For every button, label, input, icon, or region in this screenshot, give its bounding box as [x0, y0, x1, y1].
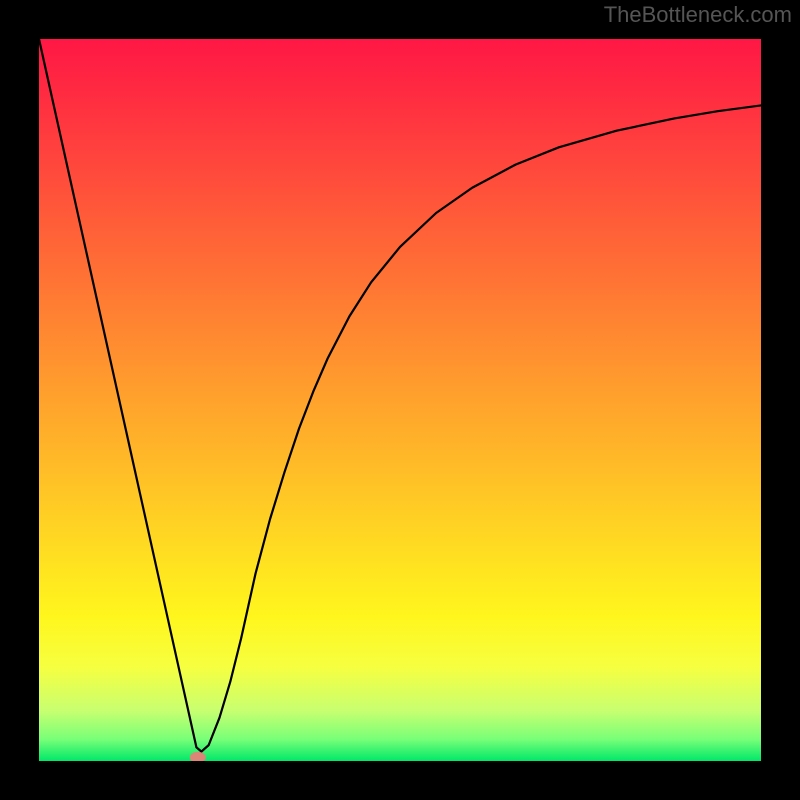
chart-frame: TheBottleneck.com: [0, 0, 800, 800]
bottleneck-chart: [39, 39, 761, 761]
chart-background: [39, 39, 761, 761]
watermark-text: TheBottleneck.com: [604, 2, 792, 28]
